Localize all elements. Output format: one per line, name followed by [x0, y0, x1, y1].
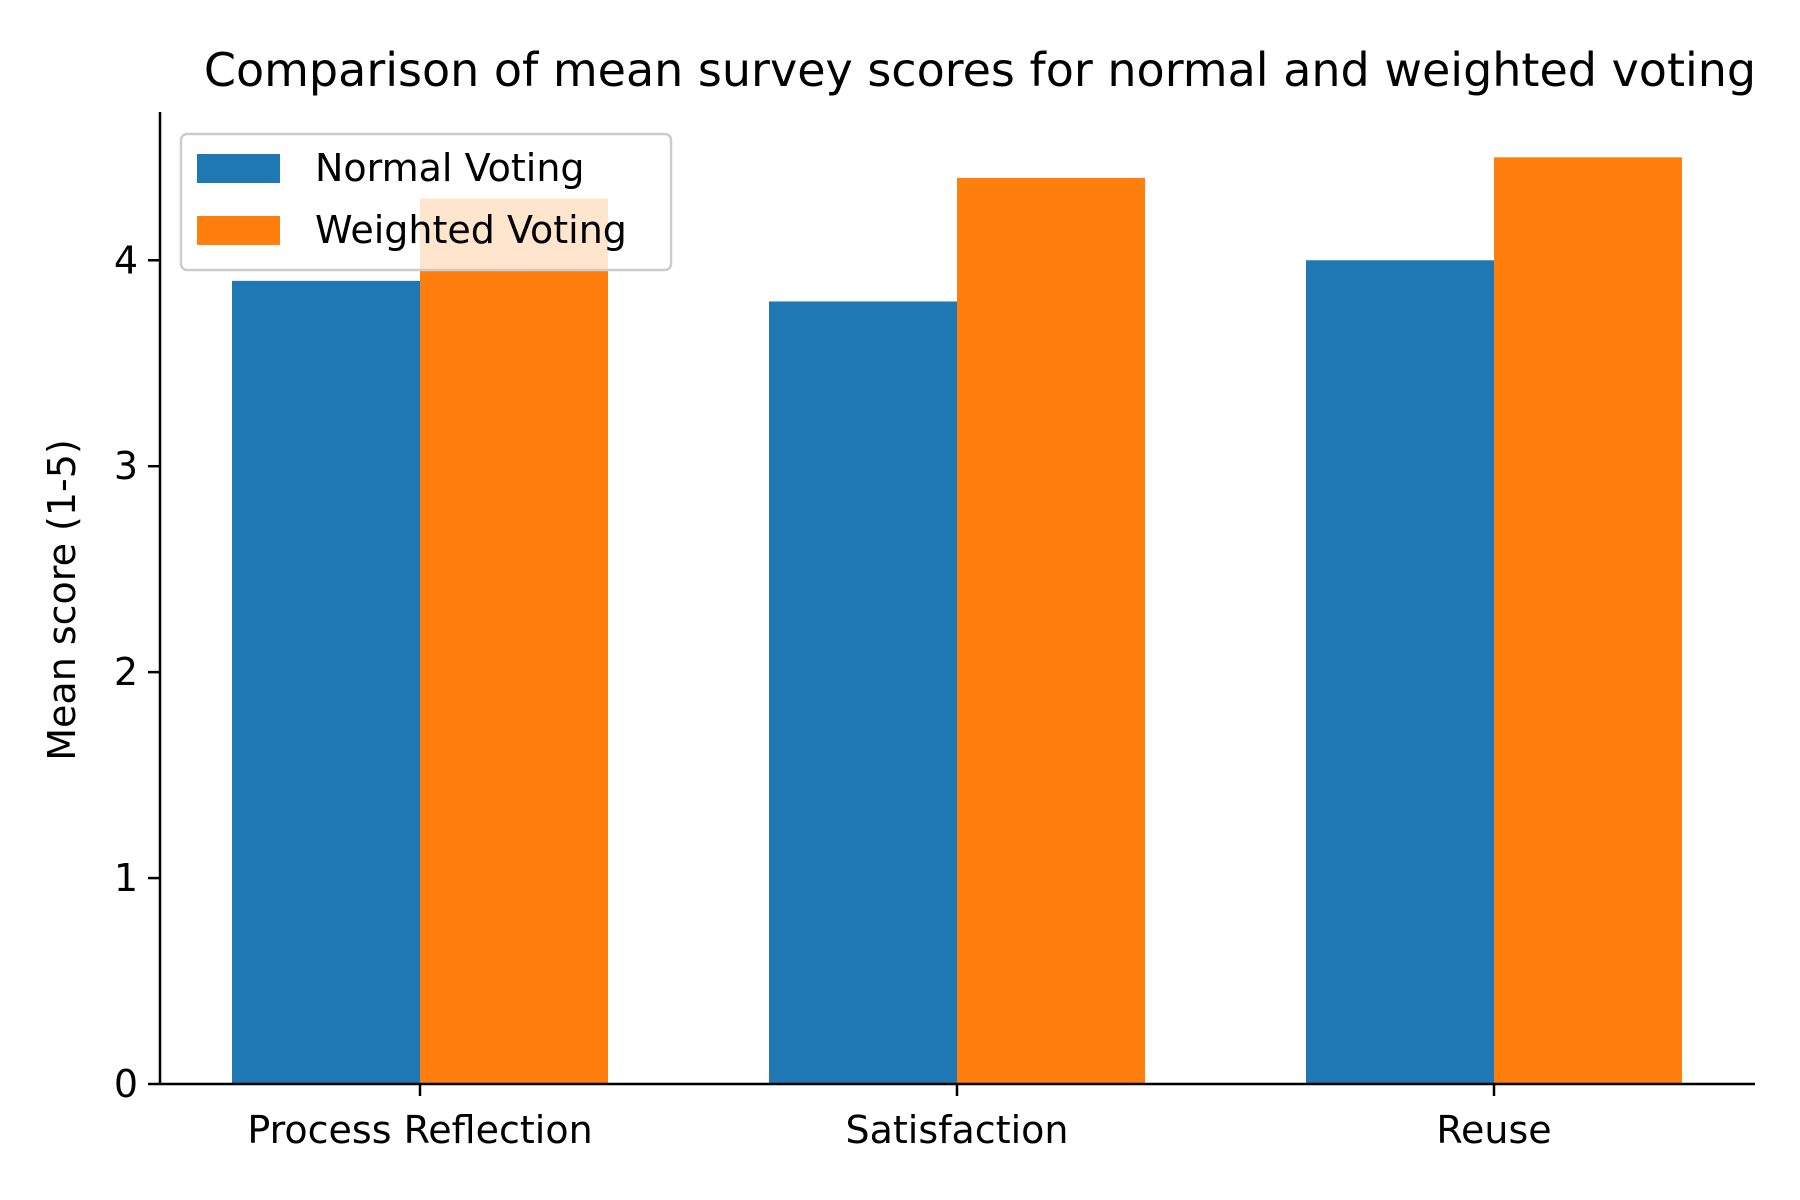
chart-title: Comparison of mean survey scores for nor… [204, 43, 1756, 97]
legend-swatch-weighted-voting [197, 216, 280, 245]
y-tick-label: 3 [114, 444, 138, 488]
y-axis-label: Mean score (1-5) [40, 439, 84, 761]
x-tick-label: Satisfaction [845, 1108, 1068, 1152]
y-tick-label: 2 [114, 650, 138, 694]
legend-label-weighted-voting: Weighted Voting [315, 208, 627, 252]
bar-weighted-voting-0 [420, 198, 608, 1085]
x-axis-ticks: Process Reflection Satisfaction Reuse [247, 1084, 1552, 1152]
y-axis-ticks: 0 1 2 3 4 [114, 238, 160, 1106]
bar-weighted-voting-1 [957, 177, 1145, 1084]
legend: Normal Voting Weighted Voting [179, 132, 673, 272]
legend-swatch-normal-voting [197, 154, 280, 183]
bar-normal-voting-0 [232, 280, 420, 1085]
legend-label-normal-voting: Normal Voting [315, 146, 585, 190]
bar-normal-voting-1 [769, 301, 957, 1084]
y-tick-label: 0 [114, 1062, 138, 1106]
y-tick-label: 1 [114, 856, 138, 900]
x-tick-label: Process Reflection [247, 1108, 592, 1152]
bar-weighted-voting-2 [1494, 157, 1682, 1085]
bar-normal-voting-2 [1306, 260, 1494, 1084]
bars-group [232, 157, 1682, 1085]
x-tick-label: Reuse [1436, 1108, 1551, 1152]
y-tick-label: 4 [114, 238, 138, 282]
legend-box [179, 132, 673, 272]
